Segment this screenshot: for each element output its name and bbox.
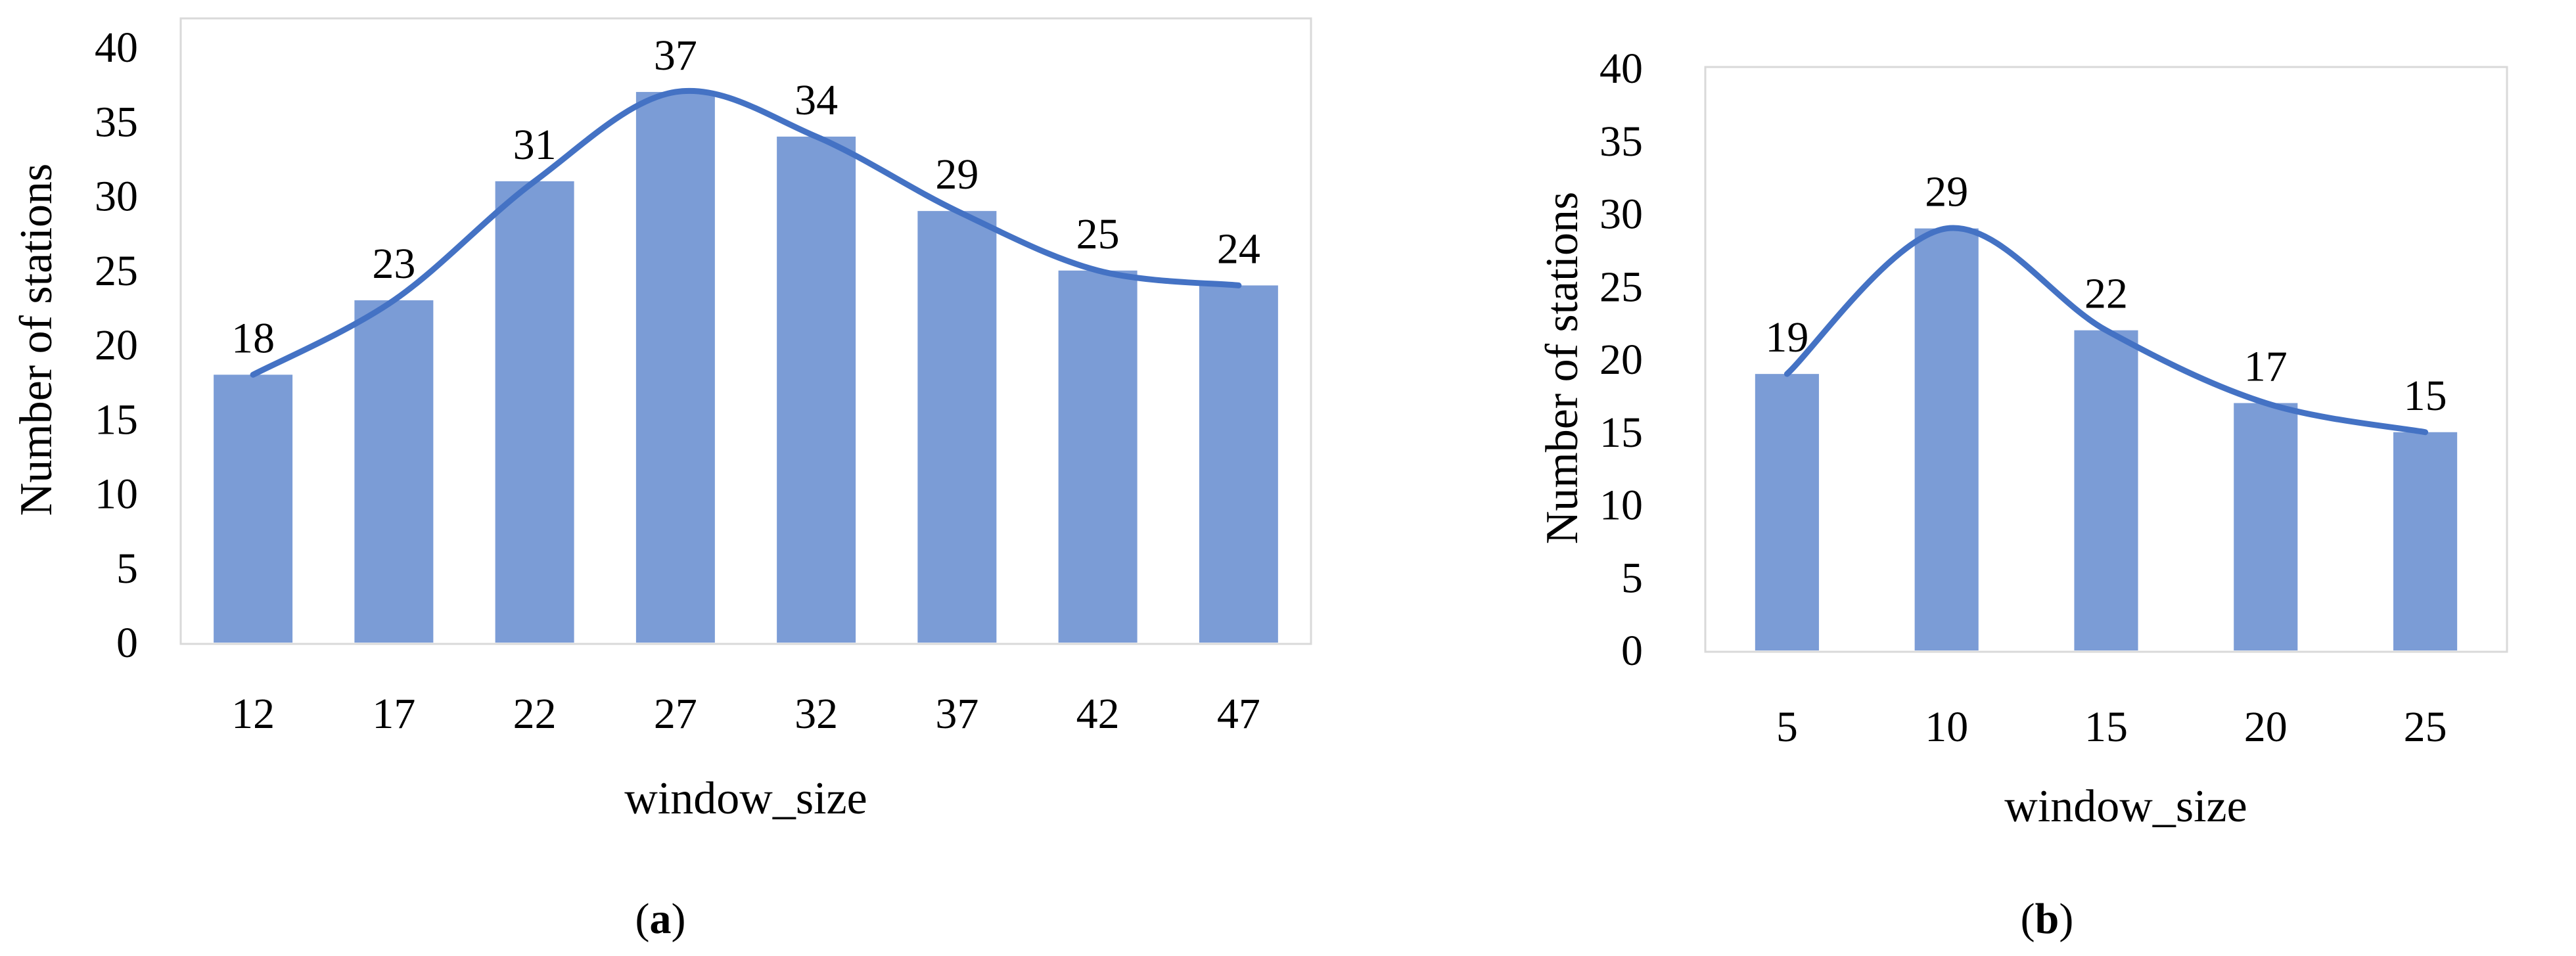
x-tick-label: 12 [231,690,275,738]
data-label: 37 [654,32,697,80]
y-tick-label: 40 [1599,45,1643,93]
y-tick-label: 0 [1621,627,1643,675]
bar [354,300,434,643]
x-tick-label: 20 [2244,703,2288,751]
x-tick-label: 32 [794,690,838,738]
bar [2074,330,2138,650]
trend-line [250,87,1242,378]
bar [777,136,856,643]
x-axis-title: window_size [624,773,867,824]
bar [214,375,293,643]
y-tick-label: 20 [95,321,138,369]
bar [1914,228,1979,650]
plot-frame-b [1704,66,2508,653]
x-tick-label: 37 [935,690,978,738]
y-tick-label: 10 [1599,482,1643,530]
bar [1058,270,1138,643]
y-tick-label: 25 [95,247,138,295]
x-tick-label: 42 [1076,690,1120,738]
data-label: 24 [1217,225,1260,273]
y-tick-label: 40 [95,24,138,72]
chart-panel-a: 0 5 10 15 20 25 30 35 40 12 18 17 23 22 31 27 37 32 34 37 29… [11,17,1312,943]
y-tick-label: 5 [116,545,138,593]
plot-frame-a [179,17,1312,645]
panel-caption: (b) [2021,895,2074,943]
y-tick-label: 30 [95,173,138,221]
x-tick-label: 47 [1217,690,1260,738]
bar [2393,432,2458,650]
y-axis-title: Number of stations [1537,192,1588,545]
chart-panel-b: 0 5 10 15 20 25 30 35 40 5 19 10 29 15 22 20 17 25 15 windo… [1537,45,2508,943]
y-tick-label: 10 [95,470,138,518]
x-axis-title: window_size [2004,781,2247,832]
x-tick-label: 25 [2404,703,2447,751]
bar [2234,403,2298,650]
data-label: 19 [1765,313,1808,361]
y-tick-label: 15 [1599,409,1643,457]
y-tick-label: 5 [1621,554,1643,602]
x-tick-label: 10 [1925,703,1968,751]
bar [495,181,574,643]
data-label: 22 [2084,270,2128,318]
y-tick-label: 0 [116,619,138,667]
y-tick-label: 20 [1599,336,1643,384]
y-tick-label: 25 [1599,263,1643,311]
y-tick-label: 35 [95,98,138,146]
x-tick-label: 17 [372,690,415,738]
x-tick-label: 22 [513,690,557,738]
x-tick-label: 15 [2084,703,2128,751]
x-tick-label: 5 [1776,703,1798,751]
data-label: 18 [231,314,275,362]
bar [1755,374,1819,650]
bar [1199,285,1278,643]
y-axis-title: Number of stations [11,164,62,516]
data-label: 25 [1076,210,1120,258]
data-label: 31 [513,121,557,169]
data-label: 23 [372,240,415,288]
x-tick-label: 27 [654,690,697,738]
trend-line [1783,225,2429,436]
y-tick-label: 15 [95,396,138,444]
data-label: 15 [2404,372,2447,420]
y-tick-label: 35 [1599,118,1643,166]
y-tick-label: 30 [1599,191,1643,239]
panel-caption: (a) [635,895,686,943]
data-label: 17 [2244,342,2288,390]
bar [635,91,715,643]
bar [917,211,997,643]
data-label: 29 [935,150,978,198]
data-label: 34 [794,76,838,124]
data-label: 29 [1925,168,1968,216]
